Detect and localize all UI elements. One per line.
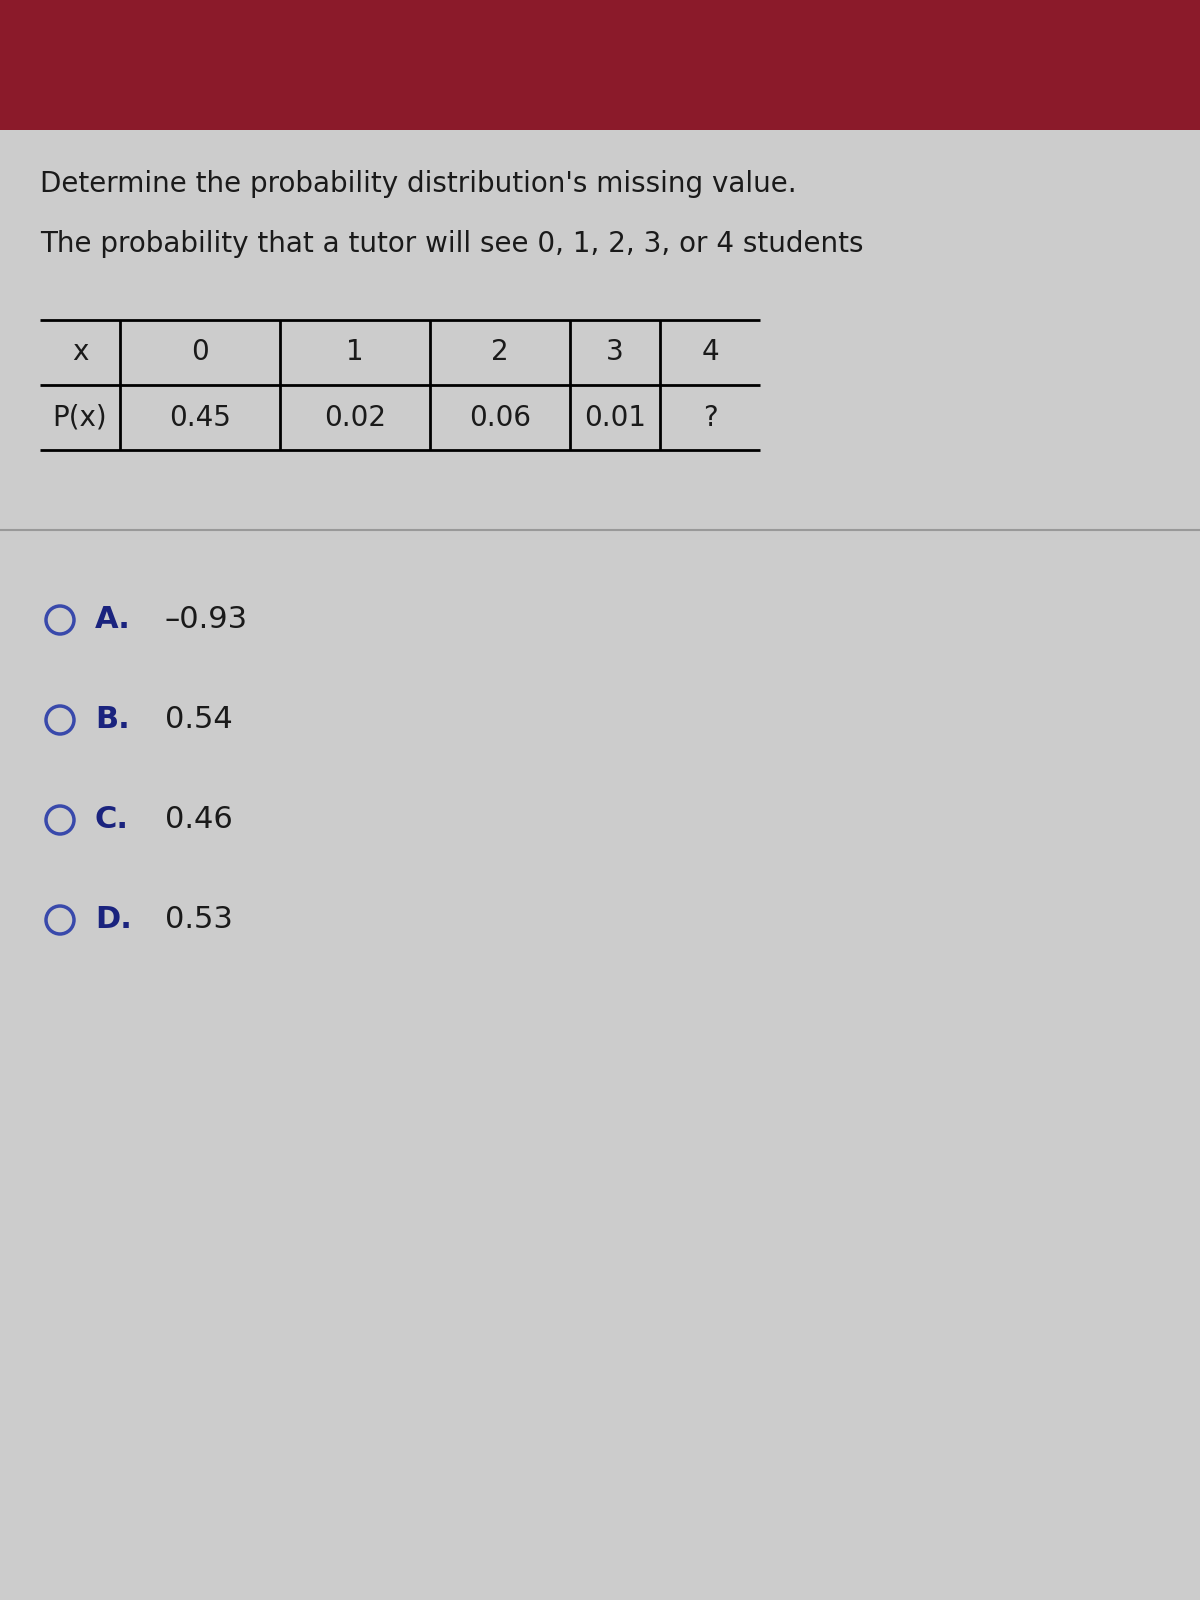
Text: B.: B. [95, 706, 130, 734]
Text: 0.53: 0.53 [166, 906, 233, 934]
Text: 3: 3 [606, 339, 624, 366]
Text: 0.45: 0.45 [169, 403, 230, 432]
Text: Determine the probability distribution's missing value.: Determine the probability distribution's… [40, 170, 797, 198]
Text: –0.93: –0.93 [166, 605, 248, 635]
Text: x: x [72, 339, 88, 366]
Text: The probability that a tutor will see 0, 1, 2, 3, or 4 students: The probability that a tutor will see 0,… [40, 230, 864, 258]
Text: ?: ? [703, 403, 718, 432]
Text: D.: D. [95, 906, 132, 934]
Text: A.: A. [95, 605, 131, 635]
Text: 0.06: 0.06 [469, 403, 530, 432]
Text: 0.54: 0.54 [166, 706, 233, 734]
Text: 0.01: 0.01 [584, 403, 646, 432]
Text: 0: 0 [191, 339, 209, 366]
Text: P(x): P(x) [53, 403, 107, 432]
Text: 0.02: 0.02 [324, 403, 386, 432]
Text: 2: 2 [491, 339, 509, 366]
Text: C.: C. [95, 805, 130, 835]
Text: 4: 4 [701, 339, 719, 366]
Text: 0.46: 0.46 [166, 805, 233, 835]
Text: 1: 1 [346, 339, 364, 366]
